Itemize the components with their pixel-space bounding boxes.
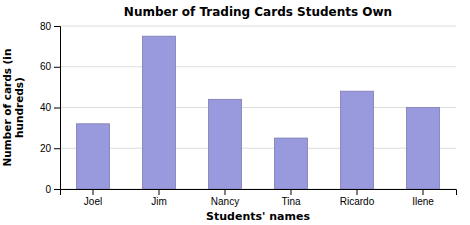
y-tick-label: 40 — [40, 102, 52, 113]
y-tick: 60 — [40, 61, 60, 72]
x-tick-mark — [225, 189, 226, 195]
x-axis: Joel Jim Nancy Tina Ricardo Ilene — [61, 189, 457, 207]
y-tick-label: 20 — [40, 143, 52, 154]
x-tick-mark — [357, 189, 358, 195]
y-axis-title-line: hundreds) — [13, 77, 25, 138]
x-tick: Joel — [84, 189, 102, 207]
bars — [77, 36, 440, 189]
y-axis-line — [54, 27, 61, 190]
y-tick-mark — [54, 108, 60, 109]
bar — [407, 108, 440, 190]
grid — [60, 26, 456, 189]
grid-line — [60, 66, 456, 67]
y-tick-mark — [54, 189, 60, 190]
x-tick: Ilene — [412, 189, 434, 207]
y-tick: 0 — [45, 184, 60, 195]
y-axis: 0 20 40 60 80 — [40, 21, 61, 195]
y-tick: 80 — [40, 21, 60, 32]
y-axis-title: Number of cards (inhundreds) — [1, 49, 25, 167]
bar — [77, 124, 110, 189]
x-tick-mark — [291, 189, 292, 195]
x-tick-label: Joel — [84, 196, 102, 207]
grid-line — [60, 107, 456, 108]
plot: Joel Jim Nancy Tina Ricardo Ilene 0 20 40 60 80 — [40, 21, 457, 207]
bar — [209, 99, 242, 189]
y-tick-label: 0 — [45, 184, 51, 195]
y-tick-mark — [54, 67, 60, 68]
chart: Joel Jim Nancy Tina Ricardo Ilene 0 20 40 60 80 Num… — [0, 0, 470, 225]
y-tick-label: 60 — [40, 61, 52, 72]
bar — [143, 36, 176, 189]
x-axis-title: Students' names — [206, 210, 310, 223]
x-tick: Ricardo — [340, 189, 375, 207]
x-tick-label: Tina — [281, 196, 301, 207]
y-tick: 20 — [40, 143, 60, 154]
x-tick-label: Jim — [151, 196, 167, 207]
title: Number of Trading Cards Students Own — [124, 5, 392, 19]
x-tick-mark — [423, 189, 424, 195]
x-tick: Nancy — [211, 189, 239, 207]
x-axis-line — [61, 190, 457, 196]
bar — [275, 138, 308, 189]
y-tick-mark — [54, 26, 60, 27]
y-tick: 40 — [40, 102, 60, 113]
x-tick-mark — [93, 189, 94, 195]
grid-line — [60, 148, 456, 149]
x-tick-mark — [159, 189, 160, 195]
x-tick: Jim — [151, 189, 167, 207]
y-tick-mark — [54, 148, 60, 149]
y-tick-label: 80 — [40, 21, 52, 32]
x-tick-label: Ilene — [412, 196, 434, 207]
x-tick-label: Ricardo — [340, 196, 375, 207]
bar — [341, 91, 374, 189]
y-axis-title-line: Number of cards (in — [1, 49, 13, 167]
grid-line — [60, 26, 456, 27]
x-tick-label: Nancy — [211, 196, 239, 207]
x-tick: Tina — [281, 189, 301, 207]
